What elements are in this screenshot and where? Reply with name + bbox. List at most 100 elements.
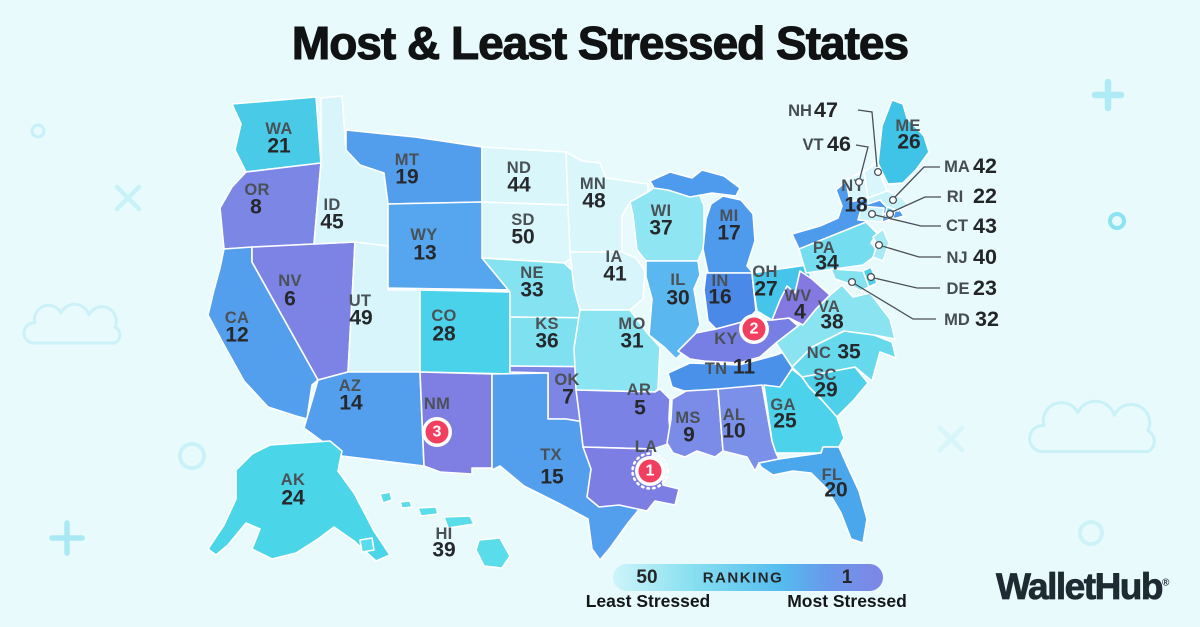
state-label-ut: UT — [349, 292, 372, 310]
state-label-al: AL — [723, 406, 746, 424]
state-rank-or: 8 — [250, 196, 262, 219]
callout-line-ct — [874, 214, 941, 227]
state-rank-mt: 19 — [395, 166, 418, 189]
state-rank-mo: 31 — [620, 330, 644, 353]
state-label-sd: SD — [511, 211, 535, 229]
cloud-icon — [22, 302, 122, 345]
state-rank-id: 45 — [320, 211, 344, 234]
state-rank-al: 10 — [722, 420, 745, 443]
state-label-nd: ND — [507, 159, 531, 177]
state-rank-sd: 50 — [511, 226, 534, 249]
state-rank-me: 26 — [897, 131, 920, 154]
state-label-fl: FL — [822, 466, 843, 484]
state-rank-ut: 49 — [349, 307, 372, 330]
state-la — [582, 446, 680, 512]
state-hi — [379, 491, 393, 504]
state-rank-nd: 44 — [507, 174, 531, 197]
state-label-me: ME — [895, 117, 920, 135]
plus-icon — [49, 520, 85, 556]
callout-rank-de: 23 — [973, 276, 997, 300]
state-ga — [763, 368, 845, 454]
state-rank-ok: 7 — [562, 386, 574, 409]
callout-label-ma: MA — [944, 158, 970, 176]
callout-label-ri: RI — [947, 188, 964, 206]
callout-label-de: DE — [947, 280, 970, 298]
state-fl — [758, 446, 868, 544]
state-rank-ca: 12 — [225, 324, 248, 347]
state-label-nv: NV — [278, 272, 302, 290]
state-label-ga: GA — [770, 396, 795, 414]
state-rank-mi: 17 — [717, 222, 740, 245]
callout-label-nh: NH — [788, 102, 812, 120]
state-label-wy: WY — [410, 226, 437, 244]
state-rank-ne: 33 — [520, 279, 543, 302]
callout-dot-nh — [873, 167, 883, 177]
state-rank-wy: 13 — [413, 242, 436, 265]
state-rank-sc: 29 — [814, 379, 837, 402]
state-label-va: VA — [818, 298, 840, 316]
circle-outline-icon — [30, 123, 46, 139]
least-stressed-caption: Least Stressed — [585, 591, 711, 611]
state-rank-nv: 6 — [284, 288, 296, 311]
callout-line-nh — [857, 109, 878, 168]
states-layer — [207, 95, 930, 569]
state-label-ne: NE — [520, 264, 544, 282]
state-mi — [702, 195, 756, 274]
state-label-mt: MT — [395, 151, 419, 169]
state-label-oh: OH — [752, 263, 777, 281]
state-rank-ms: 9 — [683, 424, 695, 447]
state-wv — [771, 270, 831, 326]
callout-dot-vt — [854, 177, 864, 187]
state-label-ia: IA — [605, 248, 622, 266]
state-label-ca: CA — [225, 309, 249, 327]
legend-least-value: 50 — [636, 566, 658, 588]
state-mo — [573, 309, 661, 393]
callout-label-ct: CT — [946, 217, 968, 235]
legend-most-value: 1 — [841, 566, 853, 588]
callout-line-nj — [881, 245, 941, 258]
callout-line-ri — [891, 196, 941, 213]
state-label-wa: WA — [265, 120, 292, 138]
state-me — [877, 99, 930, 185]
background-decorations — [22, 78, 1156, 556]
state-hi — [359, 537, 375, 553]
state-rank-wa: 21 — [267, 135, 291, 158]
state-ms — [666, 388, 724, 458]
state-label-pa: PA — [813, 239, 835, 257]
state-rank-il: 30 — [666, 287, 689, 310]
state-rank-ak: 24 — [281, 487, 305, 510]
state-rank-co: 28 — [432, 323, 456, 346]
x-icon — [937, 425, 965, 453]
state-rank-ia: 41 — [603, 263, 627, 286]
state-label-ms: MS — [675, 409, 700, 427]
callout-dot-ma — [888, 195, 898, 205]
callout-dot-ri — [885, 209, 895, 219]
callout-dot-nj — [874, 240, 884, 250]
state-or — [219, 162, 322, 250]
callout-rank-md: 32 — [975, 307, 999, 331]
wallethub-logo-text: WalletHub — [996, 566, 1164, 608]
plus-icon — [1091, 78, 1125, 112]
circle-outline-icon — [1078, 520, 1104, 546]
callout-rank-ma: 42 — [973, 154, 997, 178]
callout-dot-ct — [867, 209, 877, 219]
state-rank-va: 38 — [820, 311, 844, 334]
state-ia — [569, 251, 646, 311]
callout-line-md — [854, 283, 936, 320]
cloud-icon — [1028, 399, 1156, 454]
state-rank-ny: 18 — [844, 194, 868, 217]
state-label-il: IL — [670, 271, 685, 289]
callout-dot-de — [866, 272, 876, 282]
state-label-mo: MO — [618, 315, 645, 333]
state-rank-in: 16 — [708, 286, 731, 309]
legend-ranking-label: RANKING — [702, 569, 784, 586]
state-label-wv: WV — [784, 287, 811, 305]
state-label-ok: OK — [554, 371, 579, 389]
state-label-wi: WI — [651, 202, 672, 220]
callout-line-de — [873, 277, 940, 289]
rank-badge-2: 2 — [739, 314, 769, 344]
callout-line-ma — [894, 166, 940, 198]
state-rank-fl: 20 — [824, 479, 847, 502]
state-rank-tx: 15 — [540, 466, 564, 489]
